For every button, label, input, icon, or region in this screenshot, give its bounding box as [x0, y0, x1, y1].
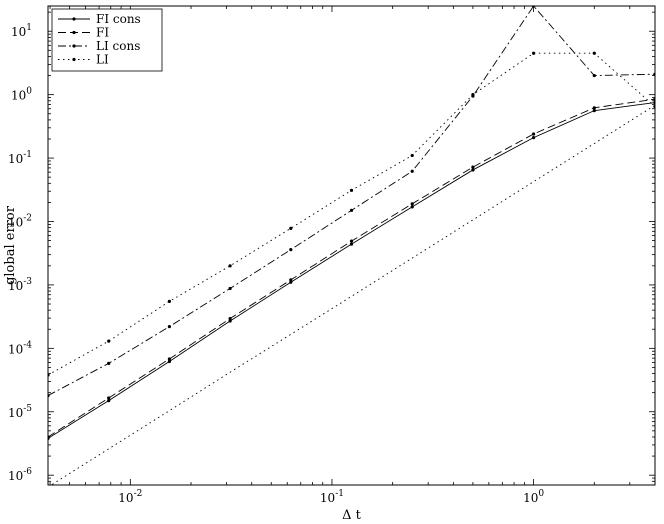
y-tick-label-exponent: -6	[23, 467, 32, 477]
series-fi-point	[410, 202, 414, 206]
series-fi-cons-point	[532, 136, 536, 140]
series-fi-cons-point	[349, 242, 354, 246]
series-fi-point	[228, 316, 232, 321]
series-fi-point	[592, 106, 596, 110]
series-fi-point	[532, 132, 536, 136]
series-li-point	[349, 188, 354, 192]
x-tick-label-exponent: -2	[134, 489, 143, 499]
legend-label: FI	[96, 26, 109, 40]
y-tick-label-base: 10	[8, 342, 23, 356]
legend-marker	[72, 44, 76, 48]
reference-slope-line-line	[50, 104, 655, 485]
y-tick-label: 10-5	[8, 404, 32, 420]
series-li-cons-point	[289, 248, 293, 252]
y-tick-label-exponent: -2	[23, 213, 32, 223]
series-li-line	[48, 52, 655, 376]
series-li-point	[592, 51, 596, 55]
series-fi-cons-point	[228, 319, 232, 323]
legend-label: LI cons	[96, 39, 140, 53]
series-fi-point	[471, 165, 475, 169]
plot-lines	[48, 6, 655, 485]
series-li-point	[289, 226, 293, 230]
y-tick-label-base: 10	[11, 25, 26, 39]
series-fi-line	[48, 98, 655, 438]
series-fi-cons-point	[289, 280, 293, 284]
x-tick-label-base: 10	[320, 491, 335, 505]
series-fi-point	[107, 396, 111, 400]
y-tick-label-base: 10	[8, 215, 23, 229]
series-li-cons-point	[349, 208, 354, 212]
x-axis-label: Δ t	[342, 508, 362, 523]
series-li-point	[532, 51, 536, 55]
series-li-point	[410, 153, 414, 158]
x-tick-label-exponent: -1	[335, 489, 344, 499]
y-axis-label: global error	[3, 205, 18, 285]
y-tick-label-exponent: 0	[26, 87, 32, 97]
series-fi-point	[167, 357, 171, 361]
y-tick-label-base: 10	[11, 89, 26, 103]
series-li-cons-point	[228, 286, 232, 291]
series-fi-cons-point	[592, 109, 596, 113]
y-tick-label: 10-6	[8, 467, 32, 483]
y-tick-label: 10-4	[8, 340, 32, 356]
x-tick-label-exponent: 0	[538, 489, 544, 499]
y-tick-label-exponent: -5	[23, 404, 32, 414]
y-tick-label-base: 10	[8, 152, 23, 166]
plot-frame	[47, 5, 656, 486]
legend-label: FI cons	[96, 12, 141, 26]
series-li-point	[167, 299, 171, 303]
series-fi-point	[289, 278, 293, 282]
series-li-point	[471, 93, 475, 97]
series-fi-cons-point	[107, 398, 111, 403]
x-tick-label: 10-1	[320, 489, 344, 505]
x-tick-label-base: 10	[118, 491, 133, 505]
y-tick-label-base: 10	[8, 469, 23, 483]
y-tick-label: 100	[11, 87, 32, 103]
series-li-point	[107, 339, 111, 343]
legend-label: LI	[96, 53, 109, 67]
series-li-cons-point	[410, 169, 414, 173]
legend-marker	[72, 30, 76, 35]
y-tick-label: 10-2	[8, 213, 32, 229]
y-tick-label-base: 10	[8, 279, 23, 293]
series-li-point	[228, 264, 232, 268]
legend-marker	[72, 17, 76, 21]
series-fi-cons-line	[48, 102, 655, 439]
y-tick-label-base: 10	[8, 406, 23, 420]
y-tick-label: 10-1	[8, 150, 32, 166]
y-tick-label-exponent: 1	[26, 23, 32, 33]
axis-ticks	[48, 6, 656, 486]
legend-marker	[72, 57, 76, 62]
y-tick-label: 101	[11, 23, 32, 39]
x-tick-label: 10-2	[118, 489, 142, 505]
x-tick-label: 100	[523, 489, 544, 505]
y-tick-label: 10-3	[8, 277, 32, 293]
y-tick-label-exponent: -1	[23, 150, 32, 160]
series-fi-cons-point	[471, 168, 475, 172]
y-tick-label-exponent: -3	[23, 277, 32, 287]
x-tick-labels: 10-2 10-1 100	[118, 489, 544, 505]
series-li-cons-point	[167, 325, 171, 329]
series-li-cons-point	[107, 361, 111, 365]
x-tick-label-base: 10	[523, 491, 538, 505]
y-tick-label-exponent: -4	[23, 340, 32, 350]
series-fi-point	[349, 239, 354, 243]
series-li-cons-point	[592, 73, 596, 78]
series-fi-cons-point	[167, 359, 171, 364]
series-fi-cons-point	[410, 205, 414, 209]
